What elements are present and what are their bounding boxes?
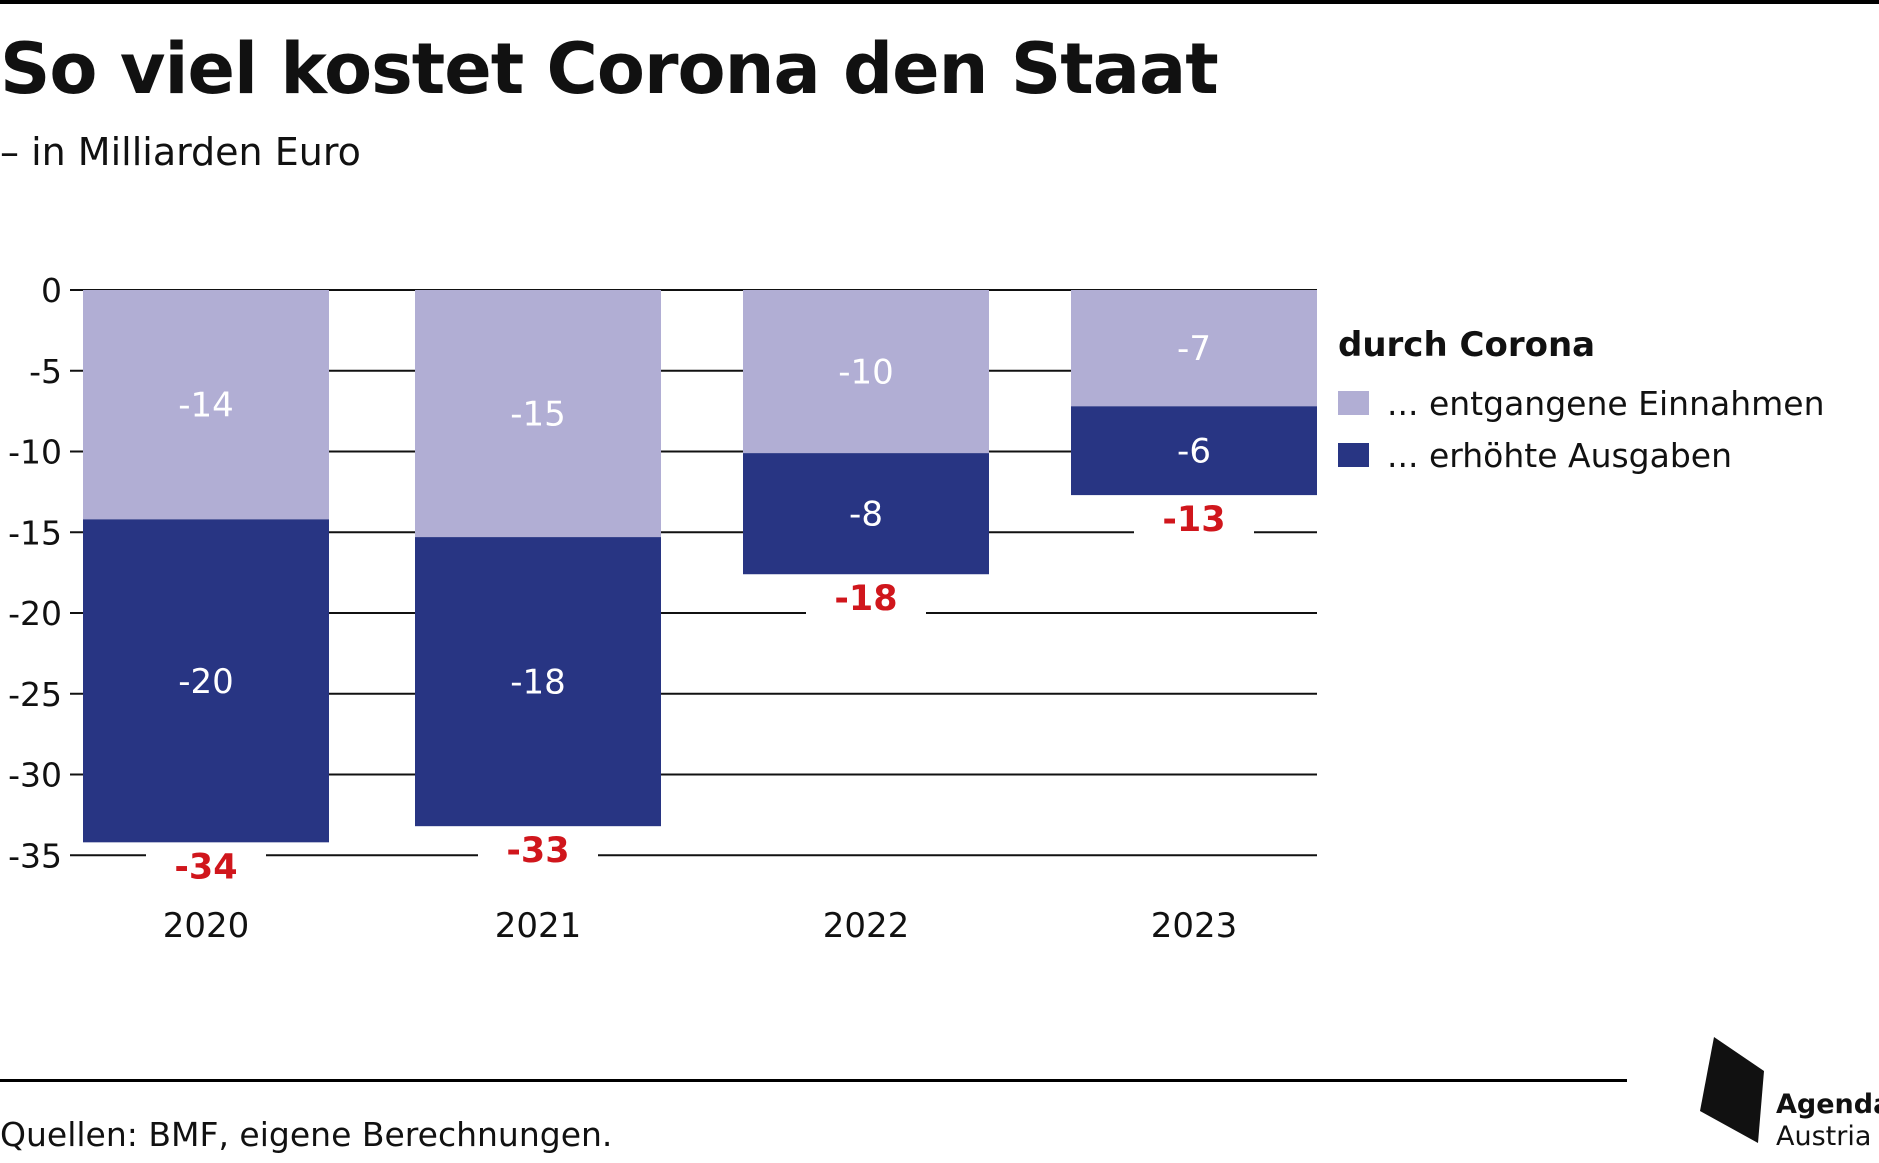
source-note: Quellen: BMF, eigene Berechnungen. — [0, 1115, 613, 1154]
chart-subtitle: – in Milliarden Euro — [0, 130, 361, 174]
legend-swatch-ausgaben — [1338, 443, 1369, 467]
total-label: -13 — [1162, 500, 1225, 540]
y-tick-label: -10 — [8, 433, 62, 472]
y-tick-label: -20 — [8, 594, 62, 633]
total-label-background — [146, 844, 266, 889]
x-category-label: 2022 — [823, 906, 910, 946]
legend-label-einnahmen: ... entgangene Einnahmen — [1387, 383, 1825, 423]
bar-value-label: -15 — [510, 395, 566, 435]
total-label: -34 — [174, 847, 237, 887]
legend-swatch-einnahmen — [1338, 391, 1369, 415]
logo-text-agenda: Agenda — [1776, 1089, 1879, 1120]
x-category-label: 2020 — [163, 906, 250, 946]
bar-value-label: -6 — [1177, 432, 1211, 472]
bar-ausgaben — [415, 537, 661, 827]
total-label: -33 — [506, 831, 569, 871]
bar-einnahmen — [83, 290, 329, 520]
total-label-background — [806, 576, 926, 621]
y-tick-label: -25 — [8, 675, 62, 714]
y-tick-label: -30 — [8, 756, 62, 795]
legend-label-ausgaben: ... erhöhte Ausgaben — [1387, 435, 1733, 475]
legend-title: durch Corona — [1338, 325, 1596, 365]
agenda-austria-logo: Agenda Austria — [1700, 1035, 1879, 1160]
y-tick-label: -35 — [8, 836, 62, 875]
bar-einnahmen — [1071, 290, 1317, 407]
bar-value-label: -8 — [849, 495, 883, 535]
bar-value-label: -7 — [1177, 329, 1211, 369]
logo-text-austria: Austria — [1776, 1121, 1872, 1152]
bar-ausgaben — [1071, 406, 1317, 496]
bottom-rule — [0, 1079, 1627, 1082]
y-tick-label: -15 — [8, 513, 62, 552]
x-category-label: 2023 — [1151, 906, 1238, 946]
bar-value-label: -10 — [838, 353, 894, 393]
chart-title: So viel kostet Corona den Staat — [0, 28, 1219, 110]
legend-item-ausgaben: ... erhöhte Ausgaben — [1338, 429, 1825, 481]
stacked-bar-chart: 0 -5 -10 -15 -20 -25 -30 -35 -14 -20 -34 2020 -15 -18… — [8, 271, 1317, 946]
bar-einnahmen — [743, 290, 989, 454]
legend: durch Corona ... entgangene Einnahmen ..… — [1338, 325, 1825, 481]
y-tick-label: -5 — [29, 352, 62, 391]
bar-ausgaben — [743, 453, 989, 575]
bar-einnahmen — [415, 290, 661, 538]
y-tick-label: 0 — [41, 271, 62, 310]
total-label-background — [478, 828, 598, 873]
logo-shape-icon — [1700, 1037, 1764, 1143]
bar-ausgaben — [83, 519, 329, 843]
total-label-background — [1134, 497, 1254, 542]
bar-value-label: -20 — [178, 662, 234, 702]
total-label: -18 — [834, 579, 897, 619]
legend-item-einnahmen: ... entgangene Einnahmen — [1338, 377, 1825, 429]
bar-value-label: -14 — [178, 386, 234, 426]
top-rule — [0, 0, 1879, 4]
bar-value-label: -18 — [510, 663, 566, 703]
x-category-label: 2021 — [495, 906, 582, 946]
